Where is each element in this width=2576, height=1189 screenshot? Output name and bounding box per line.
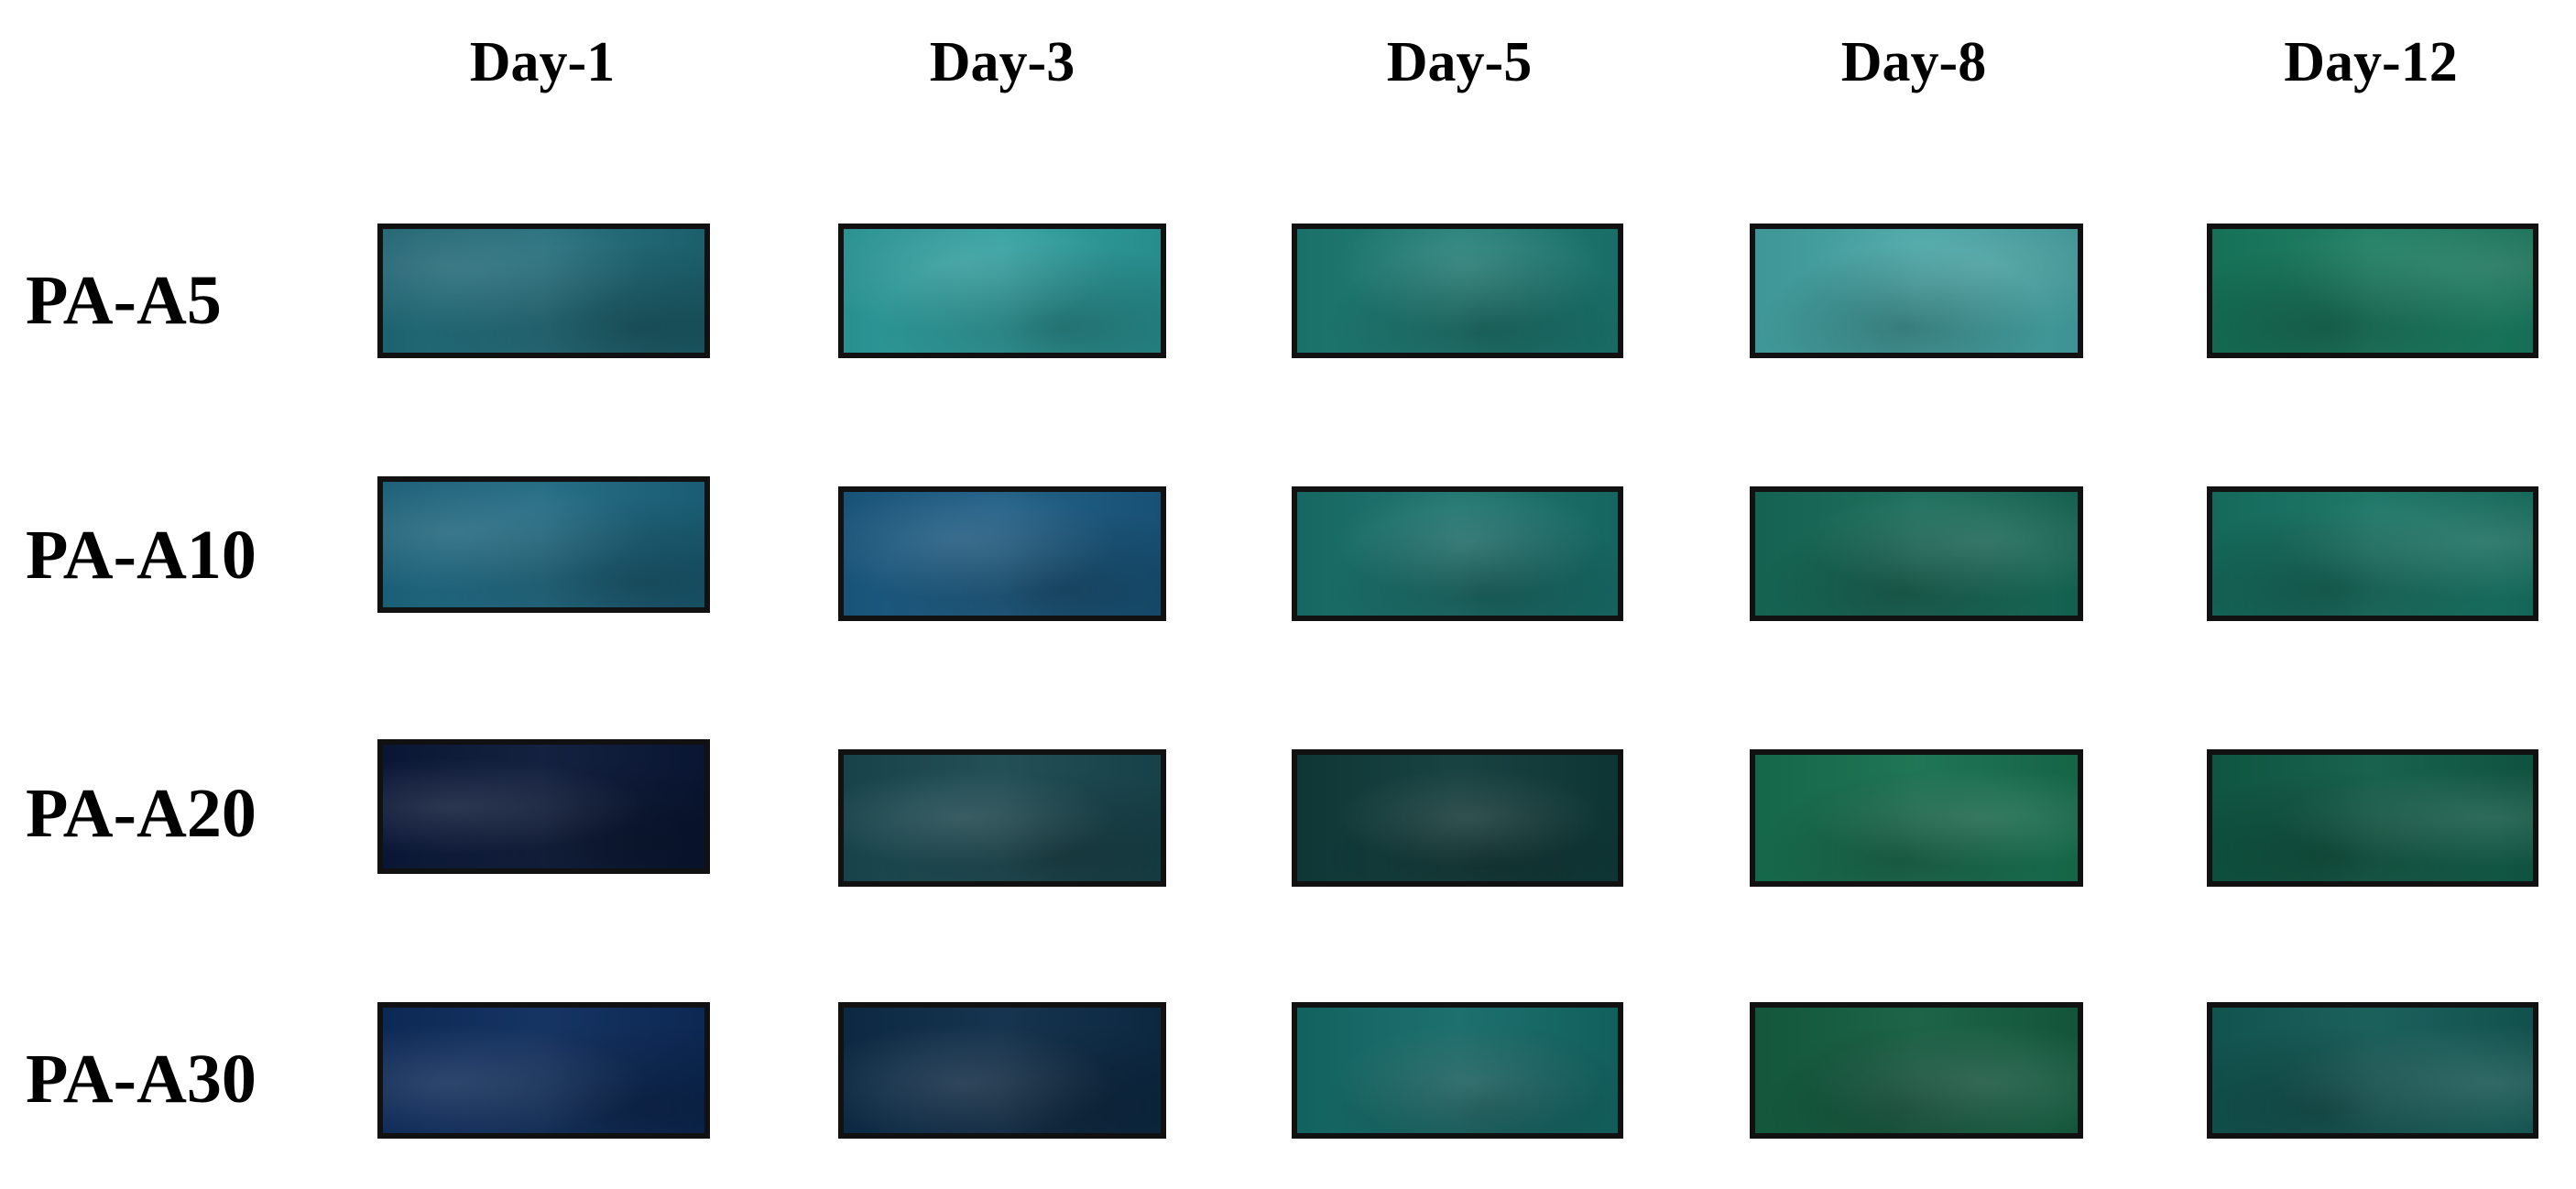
sample-photo xyxy=(1750,1002,2083,1139)
photo-texture xyxy=(1755,755,2078,881)
photo-texture xyxy=(844,755,1161,881)
column-header: Day-8 xyxy=(1840,31,1987,93)
photo-texture xyxy=(383,229,704,353)
photo-texture xyxy=(2212,229,2533,353)
sample-photo xyxy=(1292,486,1623,621)
sample-photo xyxy=(838,224,1166,358)
sample-photo xyxy=(1292,749,1623,887)
sample-photo xyxy=(1750,749,2083,887)
column-header: Day-5 xyxy=(1386,31,1533,93)
sample-photo xyxy=(2207,749,2538,887)
photo-texture xyxy=(383,1008,704,1133)
photo-texture xyxy=(2212,492,2533,616)
sample-photo xyxy=(2207,224,2538,358)
photo-texture xyxy=(1297,229,1618,353)
sample-photo xyxy=(377,739,710,874)
sample-photo xyxy=(838,749,1166,887)
photo-texture xyxy=(844,1008,1161,1133)
photo-texture xyxy=(1755,492,2078,616)
column-header: Day-12 xyxy=(2284,31,2458,93)
photo-texture xyxy=(844,229,1161,353)
sample-photo xyxy=(377,476,710,613)
photo-texture xyxy=(2212,1008,2533,1133)
photo-texture xyxy=(383,482,704,607)
photo-texture xyxy=(383,745,704,868)
sample-photo xyxy=(377,1002,710,1139)
photo-texture xyxy=(1297,755,1618,881)
sample-photo xyxy=(1292,224,1623,358)
sample-photo xyxy=(838,486,1166,621)
sample-photo xyxy=(1292,1002,1623,1139)
photo-texture xyxy=(1755,229,2078,353)
photo-texture xyxy=(2212,755,2533,881)
sample-photo xyxy=(2207,486,2538,621)
sample-photo xyxy=(838,1002,1166,1139)
sample-photo xyxy=(2207,1002,2538,1139)
sample-photo xyxy=(1750,224,2083,358)
sample-photo xyxy=(377,224,710,358)
column-header: Day-1 xyxy=(469,31,616,93)
row-label: PA-A20 xyxy=(26,775,257,852)
photo-texture xyxy=(1755,1008,2078,1133)
row-label: PA-A30 xyxy=(26,1041,257,1118)
photo-texture xyxy=(844,492,1161,616)
photo-texture xyxy=(1297,1008,1618,1133)
row-label: PA-A5 xyxy=(26,262,222,339)
column-header: Day-3 xyxy=(929,31,1075,93)
row-label: PA-A10 xyxy=(26,517,257,594)
sample-photo xyxy=(1750,486,2083,621)
photo-texture xyxy=(1297,492,1618,616)
